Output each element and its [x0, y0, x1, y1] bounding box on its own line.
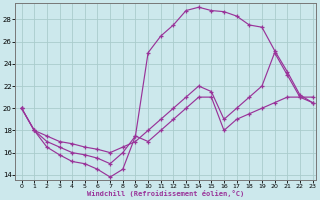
- X-axis label: Windchill (Refroidissement éolien,°C): Windchill (Refroidissement éolien,°C): [87, 190, 244, 197]
